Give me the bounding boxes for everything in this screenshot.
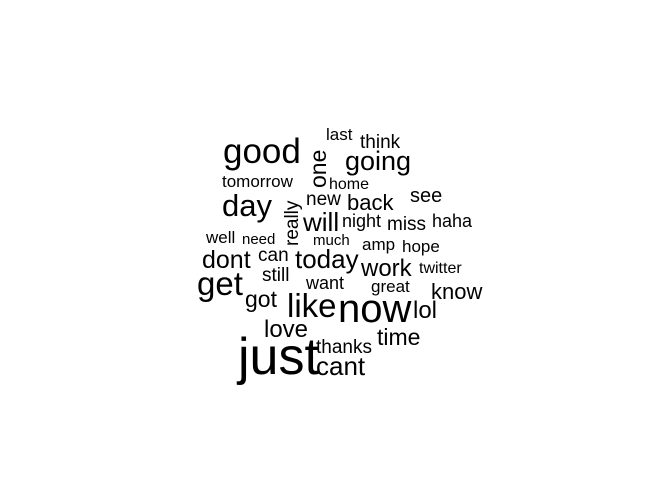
- word-just: just: [238, 328, 319, 386]
- word-miss: miss: [387, 214, 427, 235]
- word-much: much: [313, 232, 350, 249]
- word-hope: hope: [402, 237, 440, 256]
- word-know: know: [431, 279, 483, 304]
- word-great: great: [371, 277, 410, 296]
- word-thanks: thanks: [316, 337, 372, 358]
- word-new: new: [306, 189, 341, 210]
- word-still: still: [262, 265, 290, 286]
- word-amp: amp: [362, 235, 396, 254]
- word-home: home: [329, 176, 370, 193]
- word-will: will: [303, 207, 340, 237]
- word-need: need: [242, 231, 276, 248]
- word-going: going: [345, 146, 412, 176]
- word-think: think: [360, 132, 401, 153]
- word-now: now: [338, 287, 412, 331]
- word-one: one: [305, 149, 331, 188]
- word-see: see: [410, 185, 443, 207]
- word-cant: cant: [316, 351, 366, 381]
- word-can: can: [258, 245, 289, 266]
- word-want: want: [306, 273, 345, 293]
- word-haha: haha: [432, 211, 473, 231]
- word-got: got: [245, 286, 277, 312]
- word-tomorrow: tomorrow: [222, 172, 293, 191]
- word-really: really: [282, 200, 303, 246]
- word-work: work: [361, 255, 412, 282]
- word-night: night: [342, 211, 382, 231]
- word-get: get: [197, 265, 243, 302]
- word-day: day: [222, 188, 272, 223]
- word-back: back: [347, 190, 394, 215]
- word-lol: lol: [413, 297, 438, 324]
- word-last: last: [326, 125, 353, 144]
- word-well: well: [206, 228, 236, 247]
- word-today: today: [295, 244, 359, 274]
- word-like: like: [287, 287, 337, 324]
- word-time: time: [377, 324, 421, 350]
- word-twitter: twitter: [419, 260, 462, 277]
- word-love: love: [264, 316, 309, 343]
- word-dont: dont: [202, 246, 251, 274]
- word-good: good: [223, 132, 301, 171]
